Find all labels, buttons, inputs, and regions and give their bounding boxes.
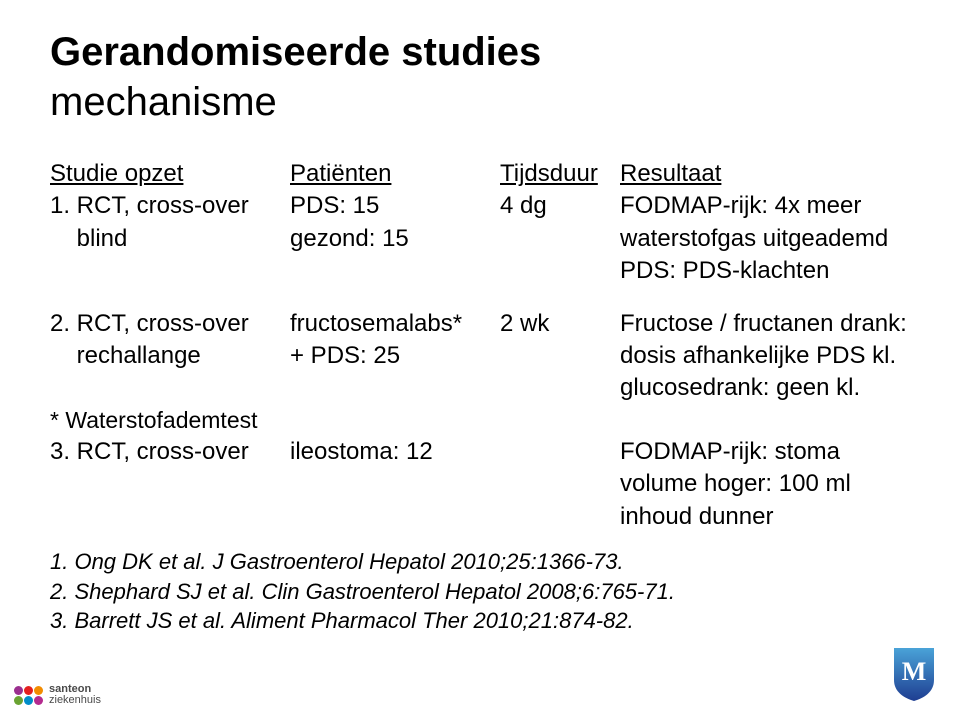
cell: 4 dg	[500, 190, 620, 222]
table-row: inhoud dunner	[50, 501, 910, 533]
cell	[50, 501, 290, 533]
shield-icon: M	[890, 646, 938, 702]
cell: 1. RCT, cross-over	[50, 190, 290, 222]
cell: + PDS: 25	[290, 340, 500, 372]
cell: 2 wk	[500, 308, 620, 340]
cell: ileostoma: 12	[290, 436, 500, 468]
logo-line2: ziekenhuis	[49, 694, 101, 706]
cell	[500, 468, 620, 500]
slide: Gerandomiseerde studies mechanisme Studi…	[0, 0, 960, 636]
shield-letter: M	[902, 657, 927, 686]
m-shield-logo: M	[890, 646, 938, 702]
table-header-row: Studie opzet Patiënten Tijdsduur Resulta…	[50, 158, 910, 190]
cell: PDS: 15	[290, 190, 500, 222]
cell	[500, 255, 620, 287]
cell: PDS: PDS-klachten	[620, 255, 910, 287]
cell	[50, 468, 290, 500]
reference-line: 1. Ong DK et al. J Gastroenterol Hepatol…	[50, 547, 910, 577]
cell: rechallange	[50, 340, 290, 372]
cell: FODMAP-rijk: 4x meer	[620, 190, 910, 222]
header-tijdsduur: Tijdsduur	[500, 158, 620, 190]
cell	[50, 372, 290, 404]
logo-dot	[24, 696, 33, 705]
cell	[290, 501, 500, 533]
cell	[500, 436, 620, 468]
header-patienten: Patiënten	[290, 158, 500, 190]
cell	[500, 340, 620, 372]
santeon-dots-icon	[14, 686, 43, 705]
logo-dot	[34, 686, 43, 695]
cell: fructosemalabs*	[290, 308, 500, 340]
header-resultaat: Resultaat	[620, 158, 910, 190]
cell	[290, 468, 500, 500]
santeon-logo: santeon ziekenhuis	[14, 684, 101, 706]
header-studie-opzet: Studie opzet	[50, 158, 290, 190]
table-row: volume hoger: 100 ml	[50, 468, 910, 500]
cell: volume hoger: 100 ml	[620, 468, 910, 500]
cell	[500, 372, 620, 404]
logo-dot	[34, 696, 43, 705]
table-row: 3. RCT, cross-over ileostoma: 12 FODMAP-…	[50, 436, 910, 468]
slide-subtitle: mechanisme	[50, 80, 910, 124]
cell: 3. RCT, cross-over	[50, 436, 290, 468]
table-row: blind gezond: 15 waterstofgas uitgeademd	[50, 223, 910, 255]
cell: Fructose / fructanen drank:	[620, 308, 910, 340]
cell	[290, 372, 500, 404]
cell: 2. RCT, cross-over	[50, 308, 290, 340]
table-row: rechallange + PDS: 25 dosis afhankelijke…	[50, 340, 910, 372]
cell	[50, 255, 290, 287]
table-row: PDS: PDS-klachten	[50, 255, 910, 287]
slide-title: Gerandomiseerde studies	[50, 30, 910, 74]
slide-body: Studie opzet Patiënten Tijdsduur Resulta…	[50, 158, 910, 636]
table-row: glucosedrank: geen kl.	[50, 372, 910, 404]
reference-line: 3. Barrett JS et al. Aliment Pharmacol T…	[50, 606, 910, 636]
logo-dot	[14, 686, 23, 695]
cell: dosis afhankelijke PDS kl.	[620, 340, 910, 372]
cell: blind	[50, 223, 290, 255]
footnote: * Waterstofademtest	[50, 405, 910, 436]
table-row: 2. RCT, cross-over fructosemalabs* 2 wk …	[50, 308, 910, 340]
cell	[290, 255, 500, 287]
logo-dot	[14, 696, 23, 705]
reference-line: 2. Shephard SJ et al. Clin Gastroenterol…	[50, 577, 910, 607]
cell	[500, 501, 620, 533]
santeon-logo-text: santeon ziekenhuis	[49, 684, 101, 706]
table-row: 1. RCT, cross-over PDS: 15 4 dg FODMAP-r…	[50, 190, 910, 222]
cell: FODMAP-rijk: stoma	[620, 436, 910, 468]
cell: inhoud dunner	[620, 501, 910, 533]
cell	[500, 223, 620, 255]
references: 1. Ong DK et al. J Gastroenterol Hepatol…	[50, 547, 910, 636]
cell: glucosedrank: geen kl.	[620, 372, 910, 404]
cell: gezond: 15	[290, 223, 500, 255]
logo-dot	[24, 686, 33, 695]
cell: waterstofgas uitgeademd	[620, 223, 910, 255]
